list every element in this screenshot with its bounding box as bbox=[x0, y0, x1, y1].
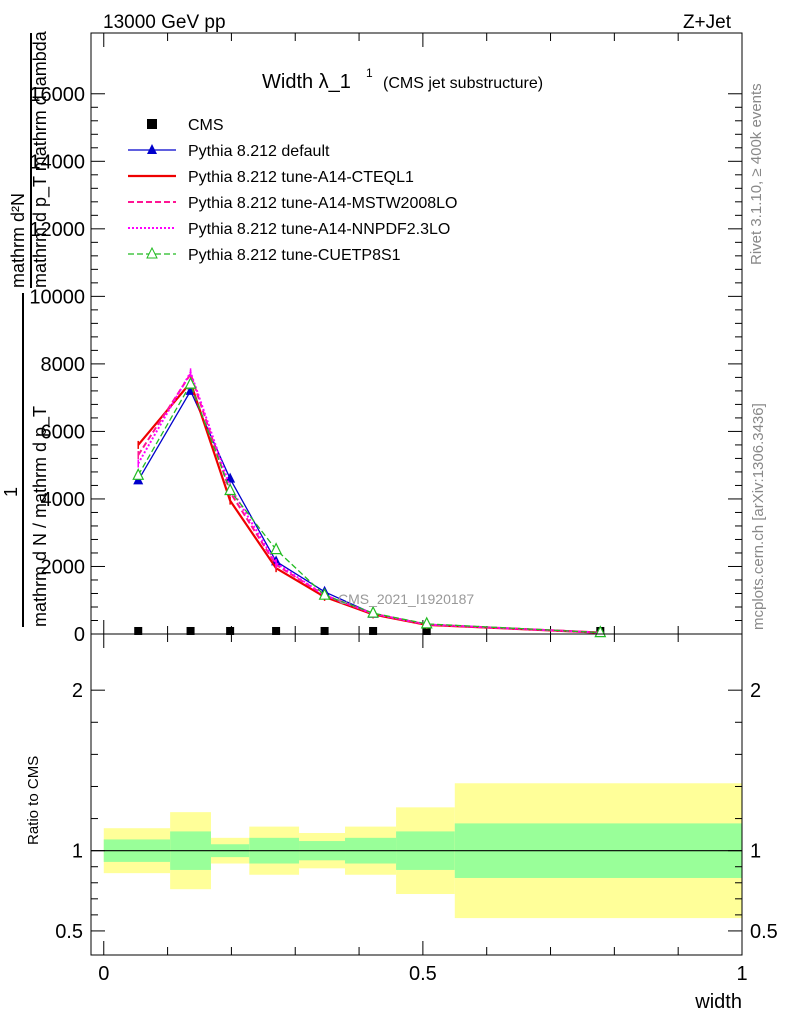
ylabel-outer-fraction-bar bbox=[22, 293, 24, 627]
ratio-panel: 0.5 0.51 12 20 0.5 1 Ratio to CMS bbox=[25, 633, 778, 985]
ratio-axis-ticks: 0.5 0.51 12 20 0.5 1 bbox=[55, 634, 778, 985]
main-ytick-label: 10000 bbox=[29, 286, 85, 308]
legend-marker bbox=[147, 144, 157, 154]
main-ytick-label: 0 bbox=[74, 624, 85, 646]
legend-label: Pythia 8.212 tune-A14-NNPDF2.3LO bbox=[188, 221, 450, 238]
series-marker bbox=[184, 376, 197, 389]
series-marker bbox=[367, 605, 380, 618]
series-line bbox=[137, 382, 601, 634]
series-marker bbox=[224, 483, 237, 496]
energy-label: 13000 GeV pp bbox=[103, 12, 226, 33]
rivet-label: Rivet 3.1.10, ≥ 400k events bbox=[748, 83, 765, 265]
ratio-ytick-label-right: 2 bbox=[750, 680, 761, 702]
cms-data-point bbox=[369, 626, 378, 635]
main-ytick-label: 8000 bbox=[41, 354, 86, 376]
ratio-y-label: Ratio to CMS bbox=[25, 756, 42, 845]
series-marker bbox=[420, 616, 433, 629]
series-marker bbox=[225, 472, 236, 483]
ratio-xtick-label: 1 bbox=[736, 963, 747, 985]
ylabel-numerator: mathrm d²N bbox=[8, 193, 28, 288]
legend-marker-cms bbox=[147, 119, 157, 129]
ratio-xtick-label: 0 bbox=[98, 963, 109, 985]
cms-data-point bbox=[422, 626, 431, 635]
legend-label: Pythia 8.212 default bbox=[188, 143, 330, 160]
legend-label: Pythia 8.212 tune-A14-CTEQL1 bbox=[188, 169, 414, 186]
main-ytick-label: 6000 bbox=[41, 421, 86, 443]
ratio-ytick-label-right: 1 bbox=[750, 841, 761, 863]
process-label: Z+Jet bbox=[683, 12, 732, 33]
main-ytick-label: 16000 bbox=[29, 84, 85, 106]
main-ytick-label: 14000 bbox=[29, 151, 85, 173]
series-marker bbox=[318, 587, 331, 600]
ylabel-frac-denominator: mathrm d N / mathrm d p_T bbox=[30, 406, 51, 627]
main-ytick-label: 2000 bbox=[41, 556, 86, 578]
main-ytick-label: 4000 bbox=[41, 489, 86, 511]
cms-data-point bbox=[186, 626, 195, 635]
series-marker bbox=[132, 467, 145, 480]
mcplots-label: mcplots.cern.ch [arXiv:1306.3436] bbox=[750, 403, 767, 630]
ylabel-one: 1 bbox=[1, 487, 21, 497]
x-axis-label: width bbox=[694, 991, 742, 1013]
ratio-ytick-label-left: 0.5 bbox=[55, 921, 83, 943]
ratio-xtick-label: 0.5 bbox=[409, 963, 437, 985]
cms-data-point bbox=[226, 626, 235, 635]
ratio-ytick-label-left: 1 bbox=[72, 841, 83, 863]
cms-data-point bbox=[134, 626, 143, 635]
ratio-frame bbox=[90, 633, 743, 956]
cms-data-point bbox=[320, 626, 329, 635]
main-y-label: mathrm d²N mathrm d p_T mathrm d lambda … bbox=[1, 30, 51, 627]
main-ytick-label: 12000 bbox=[29, 219, 85, 241]
title-subtitle: (CMS jet substructure) bbox=[383, 75, 543, 92]
main-axis-ticks: 0 2000 4000 6000 8000 10000 12000 14000 16000 bbox=[29, 33, 743, 646]
legend-label: Pythia 8.212 tune-A14-MSTW2008LO bbox=[188, 195, 457, 212]
ylabel-denominator: mathrm d p_T mathrm d lambda bbox=[30, 30, 51, 288]
legend-label: CMS bbox=[188, 117, 224, 134]
legend-label: Pythia 8.212 tune-CUETP8S1 bbox=[188, 247, 401, 264]
main-panel: 0 2000 4000 6000 8000 10000 12000 14000 16000 CM… bbox=[29, 32, 743, 646]
title-superscript: 1 bbox=[366, 66, 373, 80]
ratio-ytick-label-left: 2 bbox=[72, 680, 83, 702]
cms-data-point bbox=[272, 626, 281, 635]
ratio-bands bbox=[91, 783, 742, 919]
series-marker bbox=[270, 542, 283, 555]
title-main: Width λ_1 bbox=[262, 71, 351, 93]
analysis-watermark: CMS_2021_I1920187 bbox=[338, 591, 474, 607]
legend-marker bbox=[146, 246, 158, 259]
plot-title: Width λ_1 1 (CMS jet substructure) bbox=[262, 66, 543, 93]
legend: CMS Pythia 8.212 default Pythia 8.212 tune… bbox=[128, 117, 457, 264]
ylabel-fraction-bar bbox=[30, 33, 32, 288]
series-line bbox=[137, 369, 601, 634]
ratio-ytick-label-right: 0.5 bbox=[750, 921, 778, 943]
